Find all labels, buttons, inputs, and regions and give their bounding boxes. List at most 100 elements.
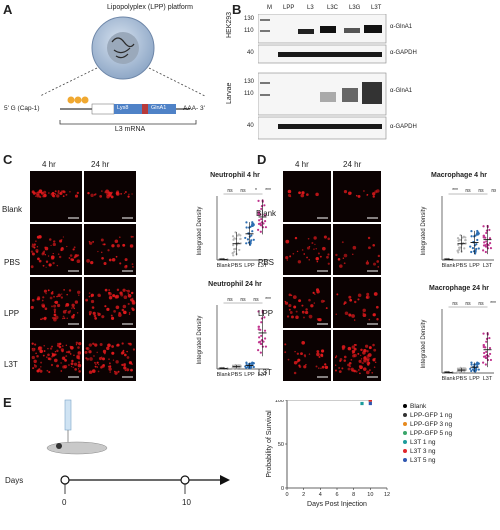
data-point: [485, 350, 488, 354]
cell-dot: [34, 343, 37, 346]
data-point: [257, 211, 260, 214]
cell-dot: [58, 255, 62, 259]
cell-dot: [92, 342, 95, 345]
cell-dot: [363, 358, 367, 363]
cell-dot: [293, 305, 297, 309]
significance-label: ns: [240, 297, 246, 303]
cell-dot: [73, 246, 76, 249]
cell-dot: [77, 254, 80, 257]
d-row-lpp: LPP: [258, 309, 274, 318]
cell-dot: [305, 308, 308, 311]
cell-dot: [365, 296, 369, 299]
cell-dot: [72, 248, 75, 251]
cell-dot: [40, 191, 44, 195]
cell-dot: [124, 190, 127, 194]
cell-dot: [358, 359, 362, 363]
cell-dot: [111, 257, 116, 262]
data-point: [236, 234, 239, 237]
data-point: [484, 244, 487, 247]
data-point: [259, 351, 262, 354]
data-point: [231, 364, 235, 367]
cell-dot: [342, 257, 345, 259]
x-tick-label: 8: [352, 492, 355, 498]
cell-dot: [366, 350, 369, 353]
cell-dot: [92, 370, 94, 372]
cell-dot: [110, 195, 114, 199]
cell-dot: [43, 193, 47, 198]
cell-dot: [108, 296, 113, 300]
data-point: [457, 371, 460, 374]
cell-dot: [56, 264, 59, 267]
cell-dot: [300, 193, 305, 198]
cell-dot: [348, 313, 352, 317]
x-tick-label: PBS: [231, 263, 242, 269]
cell-dot: [285, 239, 290, 244]
cell-dot: [57, 293, 61, 298]
c-time-24hr: 24 hr: [91, 160, 110, 169]
cell-dot: [94, 361, 96, 364]
data-point: [461, 367, 464, 370]
timeline-day-0: 0: [62, 498, 67, 507]
data-point: [469, 367, 472, 370]
c-row-l3t: L3T: [4, 360, 18, 369]
cell-dot: [89, 357, 93, 361]
cell-dot: [62, 310, 67, 314]
cell-dot: [308, 353, 311, 355]
cell-dot: [289, 311, 293, 314]
data-point: [251, 222, 254, 226]
cell-dot: [43, 190, 47, 194]
cell-dot: [360, 358, 363, 360]
cell-dot: [36, 193, 40, 198]
cell-dot: [364, 344, 369, 348]
cell-dot: [65, 302, 70, 307]
data-point: [488, 237, 492, 240]
cell-dot: [294, 236, 298, 240]
cell-dot: [70, 345, 74, 350]
lane-label-lpp: LPP: [283, 5, 295, 11]
cell-dot: [44, 196, 46, 198]
cell-dot: [130, 291, 134, 295]
c-row-lpp: LPP: [4, 309, 20, 318]
cell-dot: [97, 250, 99, 253]
cell-dot: [350, 367, 354, 371]
data-point: [464, 239, 467, 242]
cell-dot: [366, 260, 369, 262]
cell-dot: [54, 315, 59, 320]
cell-dot: [303, 365, 307, 369]
panel-b-label: B: [232, 2, 242, 17]
cell-dot: [320, 367, 322, 370]
cell-dot: [308, 298, 311, 302]
cell-dot: [341, 241, 344, 244]
cell-dot: [88, 295, 91, 298]
cell-dot: [324, 365, 329, 370]
cell-dot: [127, 289, 131, 293]
data-point: [470, 250, 473, 254]
cell-dot: [88, 350, 92, 354]
cell-dot: [296, 352, 299, 355]
cell-dot: [306, 246, 310, 250]
data-point: [470, 230, 473, 233]
cell-dot: [358, 369, 360, 371]
x-tick-label: 12: [384, 492, 390, 498]
data-point: [487, 243, 490, 247]
cell-dot: [66, 293, 68, 296]
cell-dot: [120, 193, 123, 195]
cell-dot: [366, 358, 370, 362]
x-tick-label: L3T: [483, 376, 493, 382]
data-point: [259, 328, 262, 331]
cell-dot: [62, 317, 64, 320]
hek293-label: HEK293: [226, 11, 233, 38]
cell-dot: [314, 243, 316, 246]
cell-dot: [40, 366, 42, 368]
cell-dot: [121, 308, 125, 312]
timeline-end-dot: [180, 475, 190, 485]
cell-dot: [36, 354, 39, 358]
cell-dot: [355, 370, 358, 373]
data-point: [489, 358, 493, 362]
cell-dot: [315, 365, 318, 368]
cell-dot: [38, 346, 42, 350]
cell-dot: [295, 315, 299, 319]
cell-dot: [48, 357, 52, 361]
cell-dot: [300, 352, 303, 356]
